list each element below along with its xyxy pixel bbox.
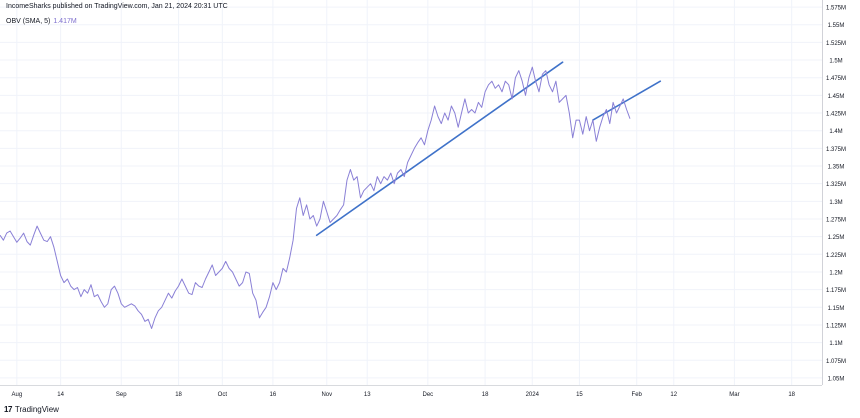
y-tick-label: 1.5M [829,59,842,65]
y-tick-label: 1.55M [828,23,845,29]
tradingview-brand[interactable]: 17 TradingView [4,405,59,414]
y-tick-label: 1.425M [826,112,846,118]
y-tick-label: 1.075M [826,359,846,365]
y-tick-label: 1.575M [826,6,846,12]
x-tick-label: Nov [321,392,332,398]
x-tick-label: 2024 [526,392,540,398]
x-tick-label: Dec [423,392,434,398]
y-tick-label: 1.475M [826,76,846,82]
x-tick-label: 13 [364,392,371,398]
y-tick-label: 1.125M [826,323,846,329]
indicator-name: OBV (SMA, 5) [6,18,51,25]
x-tick-label: 16 [270,392,277,398]
tradingview-logo: 17 [4,405,12,414]
x-tick-label: Aug [12,392,23,398]
x-tick-label: 18 [482,392,489,398]
x-tick-label: 14 [57,392,64,398]
grid [0,0,822,385]
obv-line [0,66,631,329]
x-tick-label: 15 [576,392,583,398]
x-axis: Aug 14 Sep 18 Oct 16 Nov 13 Dec 18 2024 15 Feb 12 Mar 1… [0,385,822,398]
y-tick-label: 1.2M [829,270,842,276]
y-tick-label: 1.45M [828,94,845,100]
y-tick-label: 1.1M [829,341,842,347]
y-tick-label: 1.05M [828,376,845,382]
y-tick-label: 1.175M [826,288,846,294]
y-axis: 1.05M 1.075M 1.1M 1.125M 1.15M 1.175M 1.2M 1.22… [822,0,846,385]
x-tick-label: 18 [175,392,182,398]
series [0,66,631,329]
y-tick-label: 1.325M [826,182,846,188]
publisher-line: IncomeSharks published on TradingView.co… [6,3,228,10]
x-tick-label: 12 [670,392,677,398]
trendline [315,61,564,237]
y-tick-label: 1.525M [826,41,846,47]
y-tick-label: 1.375M [826,147,846,153]
y-tick-label: 1.25M [828,235,845,241]
y-tick-label: 1.15M [828,306,845,312]
x-tick-label: Oct [218,392,228,398]
y-tick-label: 1.4M [829,129,842,135]
x-tick-label: Sep [116,392,127,398]
trendline [592,80,662,121]
y-tick-label: 1.3M [829,200,842,206]
indicator-value: 1.417M [53,18,77,25]
y-tick-label: 1.35M [828,165,845,171]
y-tick-label: 1.275M [826,217,846,223]
indicator-legend: OBV (SMA, 5) 1.417M [6,18,77,25]
x-tick-label: Feb [632,392,643,398]
x-tick-label: Mar [729,392,739,398]
brand-name: TradingView [14,405,59,414]
x-tick-label: 18 [788,392,795,398]
y-tick-label: 1.225M [826,253,846,259]
